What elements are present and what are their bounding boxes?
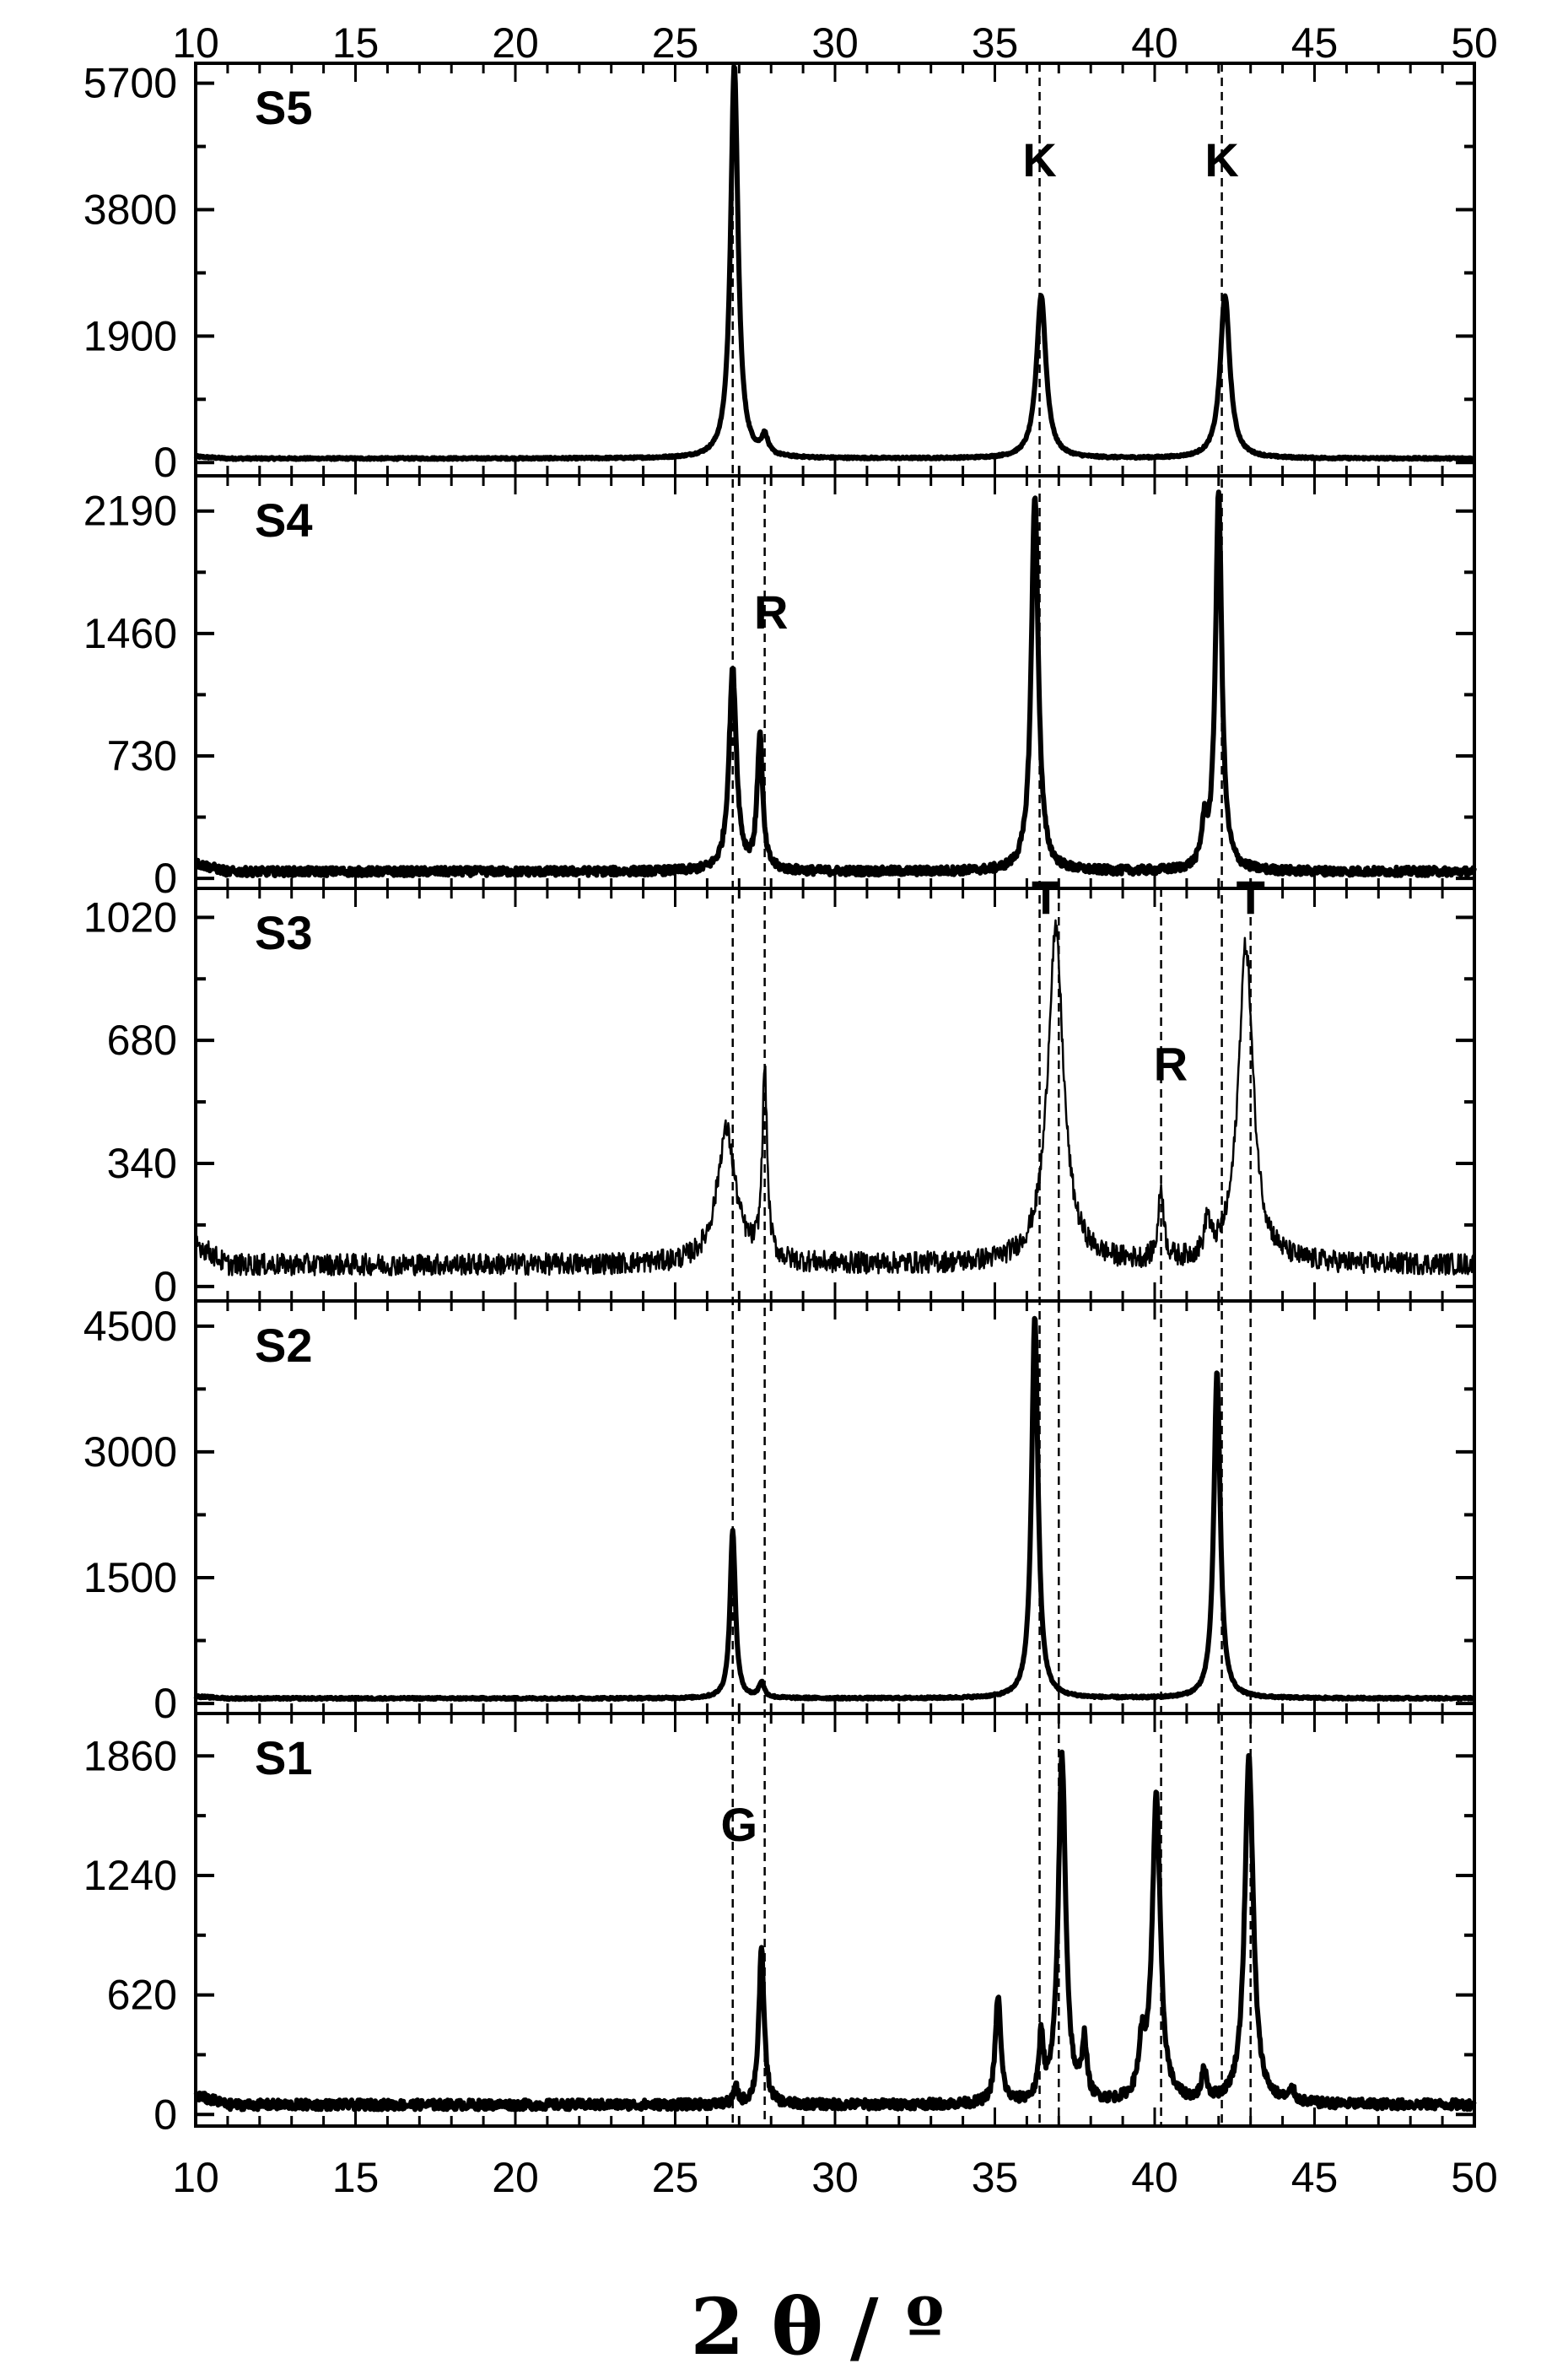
- y-tick-label: 340: [107, 1140, 177, 1187]
- x-tick-label-bottom: 40: [1131, 2154, 1178, 2201]
- spectrum-line-s4: [193, 489, 1477, 878]
- peak-label: K: [1022, 133, 1056, 186]
- panel-frame: [194, 474, 1476, 890]
- panel-frame: [194, 62, 1476, 478]
- x-tick-label-top: 45: [1291, 19, 1339, 67]
- x-tick-label-bottom: 15: [332, 2154, 380, 2201]
- x-tick-label-top: 50: [1451, 19, 1498, 67]
- panel-label-s1: S1: [255, 1731, 313, 1784]
- spectrum-line-s3: [194, 919, 1476, 1276]
- x-tick-label-top: 20: [492, 19, 539, 67]
- peak-label: G: [721, 1798, 758, 1851]
- panel-s2: 0 1500 3000 4500 S2: [84, 1299, 1477, 1727]
- panel-frame: [194, 1712, 1476, 2128]
- panels: 0 1900 3800 5700 S5 K K 0 730 1460 2190 S4 R 0 340 680 1…: [84, 60, 1477, 2138]
- y-tick-label: 1500: [84, 1554, 177, 1601]
- y-tick-label: 0: [154, 439, 177, 486]
- x-tick-label-bottom: 35: [972, 2154, 1019, 2201]
- y-tick-label: 0: [154, 855, 177, 902]
- x-tick-label-top: 30: [811, 19, 859, 67]
- y-tick-label: 4500: [84, 1303, 177, 1350]
- y-tick-label: 3000: [84, 1428, 177, 1476]
- y-tick-label: 0: [154, 1263, 177, 1310]
- panel-label-s2: S2: [255, 1319, 313, 1372]
- peak-label: R: [1154, 1037, 1188, 1090]
- x-tick-label-top: 10: [172, 19, 219, 67]
- x-tick-label-bottom: 25: [652, 2154, 699, 2201]
- peak-label: T: [1032, 871, 1060, 924]
- x-tick-label-top: 25: [652, 19, 699, 67]
- y-tick-label: 2190: [84, 488, 177, 535]
- panel-label-s4: S4: [255, 494, 313, 547]
- panel-frame: [194, 1299, 1476, 1715]
- x-tick-label-top: 40: [1131, 19, 1178, 67]
- y-tick-label: 1900: [84, 312, 177, 359]
- y-tick-label: 1020: [84, 893, 177, 941]
- x-tick-label-top: 35: [972, 19, 1019, 67]
- x-axis-title: 2 θ / º: [690, 2281, 944, 2372]
- panel-s4: 0 730 1460 2190 S4 R: [84, 474, 1477, 902]
- y-tick-label: 1860: [84, 1732, 177, 1779]
- y-tick-label: 3800: [84, 186, 177, 234]
- panel-s3: 0 340 680 1020 S3 T R T: [84, 871, 1476, 1310]
- panel-label-s3: S3: [255, 906, 313, 959]
- y-tick-label: 1460: [84, 610, 177, 657]
- panel-label-s5: S5: [255, 81, 313, 134]
- x-tick-label-top: 15: [332, 19, 380, 67]
- y-tick-label: 0: [154, 1680, 177, 1727]
- peak-label: R: [754, 586, 788, 639]
- y-tick-label: 680: [107, 1017, 177, 1064]
- x-axes: 10 10 15 15 20 20 25 25 30 30 35 35 40 40 45 45 50 50: [172, 19, 1498, 2201]
- y-tick-label: 1240: [84, 1852, 177, 1899]
- y-tick-label: 730: [107, 732, 177, 780]
- spectrum-line-s1: [193, 1749, 1477, 2113]
- x-tick-label-bottom: 45: [1291, 2154, 1339, 2201]
- panel-s5: 0 1900 3800 5700 S5 K K: [84, 60, 1477, 486]
- peak-label: K: [1204, 133, 1238, 186]
- reference-lines: [731, 63, 1252, 2126]
- y-tick-label: 0: [154, 2091, 177, 2138]
- x-tick-label-bottom: 20: [492, 2154, 539, 2201]
- y-tick-label: 620: [107, 1972, 177, 2019]
- y-tick-label: 5700: [84, 60, 177, 107]
- peak-label: T: [1237, 871, 1265, 924]
- x-tick-label-bottom: 10: [172, 2154, 219, 2201]
- x-tick-label-bottom: 50: [1451, 2154, 1498, 2201]
- x-tick-label-bottom: 30: [811, 2154, 859, 2201]
- panel-s1: 0 620 1240 1860 S1 G: [84, 1712, 1477, 2138]
- spectrum-line-s2: [193, 1315, 1477, 1703]
- spectrum-line-s5: [193, 64, 1477, 462]
